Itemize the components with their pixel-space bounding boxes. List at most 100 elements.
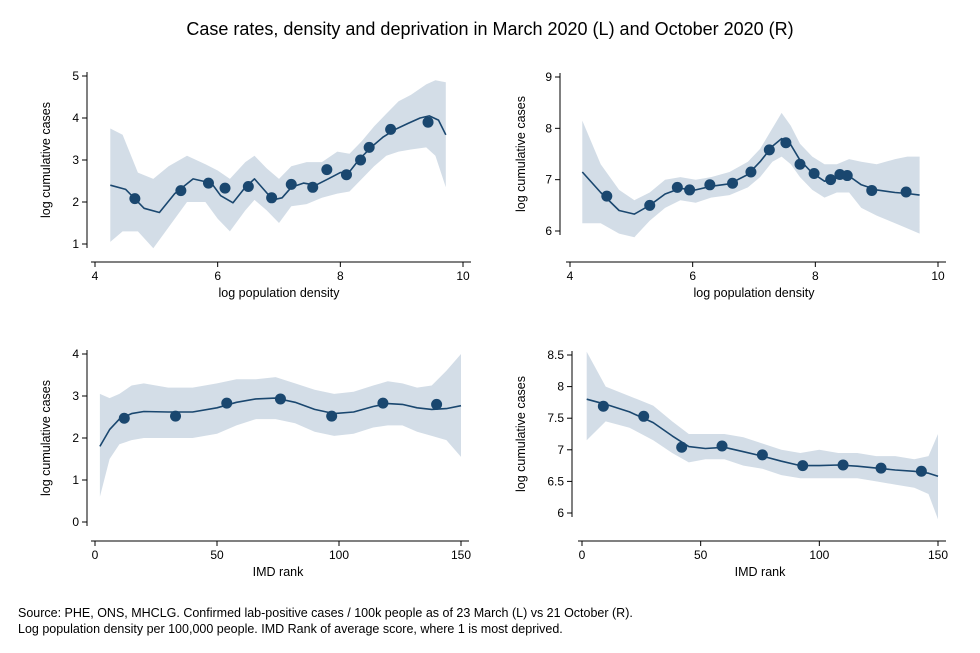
y-tick-label: 3 bbox=[72, 389, 79, 403]
x-axis-label: log population density bbox=[219, 286, 341, 300]
x-axis-label: log population density bbox=[694, 286, 816, 300]
y-tick-label: 6 bbox=[557, 506, 564, 520]
x-tick-label: 50 bbox=[210, 548, 224, 562]
x-tick-label: 8 bbox=[812, 269, 819, 283]
data-point bbox=[285, 178, 297, 190]
data-point bbox=[756, 449, 768, 461]
y-tick-label: 8 bbox=[557, 380, 564, 394]
data-point bbox=[385, 123, 397, 135]
data-point bbox=[202, 177, 214, 189]
x-tick-label: 8 bbox=[337, 269, 344, 283]
confidence-band bbox=[586, 351, 938, 520]
data-point bbox=[175, 185, 187, 197]
data-point bbox=[825, 174, 837, 186]
source-note: Source: PHE, ONS, MHCLG. Confirmed lab-p… bbox=[18, 606, 633, 620]
y-tick-label: 0 bbox=[72, 515, 79, 529]
x-tick-label: 6 bbox=[214, 269, 221, 283]
y-tick-label: 3 bbox=[72, 153, 79, 167]
x-tick-label: 100 bbox=[329, 548, 349, 562]
y-tick-label: 4 bbox=[72, 111, 79, 125]
x-axis-label: IMD rank bbox=[253, 565, 304, 579]
data-point bbox=[794, 158, 806, 170]
data-point bbox=[684, 184, 696, 196]
x-tick-label: 150 bbox=[928, 548, 948, 562]
data-point bbox=[716, 440, 728, 452]
data-point bbox=[841, 170, 853, 182]
y-tick-label: 8.5 bbox=[547, 348, 564, 362]
y-tick-label: 5 bbox=[72, 69, 79, 83]
data-point bbox=[866, 184, 878, 196]
data-point bbox=[266, 192, 278, 204]
data-point bbox=[118, 412, 130, 424]
data-point bbox=[129, 193, 141, 205]
data-point bbox=[274, 393, 286, 405]
data-point bbox=[377, 397, 389, 409]
data-point bbox=[170, 410, 182, 422]
y-tick-label: 8 bbox=[545, 121, 552, 135]
x-tick-label: 100 bbox=[809, 548, 829, 562]
data-point bbox=[644, 199, 656, 211]
data-point bbox=[780, 137, 792, 149]
data-point bbox=[601, 190, 613, 202]
data-point bbox=[221, 397, 233, 409]
y-axis-label: log cumulative cases bbox=[514, 376, 528, 492]
chart-title: Case rates, density and deprivation in M… bbox=[186, 19, 794, 39]
y-axis-label: log cumulative cases bbox=[39, 380, 53, 496]
data-point bbox=[745, 166, 757, 178]
x-axis-label: IMD rank bbox=[735, 565, 786, 579]
x-tick-label: 10 bbox=[456, 269, 470, 283]
data-point bbox=[808, 168, 820, 180]
y-tick-label: 2 bbox=[72, 195, 79, 209]
data-point bbox=[242, 180, 254, 192]
x-tick-label: 4 bbox=[92, 269, 99, 283]
panel-top-left: 1 2 3 4 5 4 6 8 10 log population density log cumu… bbox=[39, 69, 471, 300]
y-tick-label: 1 bbox=[72, 473, 79, 487]
y-tick-label: 9 bbox=[545, 70, 552, 84]
data-point bbox=[704, 179, 716, 191]
confidence-band bbox=[110, 80, 446, 249]
y-tick-label: 6.5 bbox=[547, 474, 564, 488]
data-point bbox=[797, 460, 809, 472]
data-point bbox=[431, 398, 443, 410]
data-point bbox=[355, 154, 367, 166]
panel-top-right: 6 7 8 9 4 6 8 10 log population density log cumul… bbox=[514, 70, 946, 300]
data-point bbox=[422, 116, 434, 128]
data-point bbox=[638, 410, 650, 422]
y-tick-label: 6 bbox=[545, 224, 552, 238]
data-point bbox=[307, 181, 319, 193]
x-tick-label: 6 bbox=[689, 269, 696, 283]
data-point bbox=[219, 182, 231, 194]
y-tick-label: 2 bbox=[72, 431, 79, 445]
y-axis-label: log cumulative cases bbox=[39, 102, 53, 218]
data-point bbox=[900, 186, 912, 198]
y-axis-label: log cumulative cases bbox=[514, 96, 528, 212]
x-tick-label: 4 bbox=[567, 269, 574, 283]
y-tick-label: 7 bbox=[557, 443, 564, 457]
data-point bbox=[875, 462, 887, 474]
y-tick-label: 1 bbox=[72, 237, 79, 251]
data-point bbox=[321, 164, 333, 176]
fitted-line bbox=[586, 398, 939, 478]
y-tick-label: 7.5 bbox=[547, 411, 564, 425]
y-tick-label: 7 bbox=[545, 173, 552, 187]
y-tick-label: 4 bbox=[72, 347, 79, 361]
data-point bbox=[727, 177, 739, 189]
data-point bbox=[915, 465, 927, 477]
panel-bottom-right: 6 6.5 7 7.5 8 8.5 0 50 100 150 IMD rank log cumulat… bbox=[514, 348, 948, 579]
data-point bbox=[340, 169, 352, 181]
data-point bbox=[837, 459, 849, 471]
data-point bbox=[363, 141, 375, 153]
data-point bbox=[326, 410, 338, 422]
data-point bbox=[676, 441, 688, 453]
data-point bbox=[597, 400, 609, 412]
panel-bottom-left: 0 1 2 3 4 0 50 100 150 IMD rank log cumulative cas… bbox=[39, 347, 471, 579]
x-tick-label: 0 bbox=[579, 548, 586, 562]
x-tick-label: 50 bbox=[694, 548, 708, 562]
confidence-band bbox=[99, 354, 462, 497]
x-tick-label: 10 bbox=[931, 269, 945, 283]
x-tick-label: 150 bbox=[451, 548, 471, 562]
data-point bbox=[763, 144, 775, 156]
definition-note: Log population density per 100,000 peopl… bbox=[18, 622, 563, 636]
x-tick-label: 0 bbox=[92, 548, 99, 562]
